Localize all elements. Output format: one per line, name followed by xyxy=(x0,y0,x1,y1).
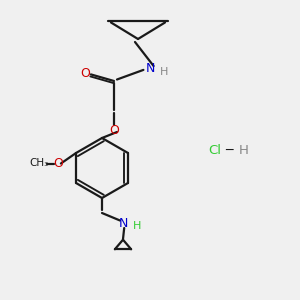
Text: H: H xyxy=(160,67,169,77)
Text: O: O xyxy=(53,157,63,170)
Text: CH₃: CH₃ xyxy=(29,158,49,169)
Text: N: N xyxy=(145,62,155,76)
Text: N: N xyxy=(118,217,128,230)
Text: O: O xyxy=(109,124,119,137)
Text: H: H xyxy=(133,221,142,231)
Text: Cl: Cl xyxy=(208,143,221,157)
Text: H: H xyxy=(239,143,249,157)
Text: ─: ─ xyxy=(225,143,233,157)
Text: O: O xyxy=(81,67,90,80)
